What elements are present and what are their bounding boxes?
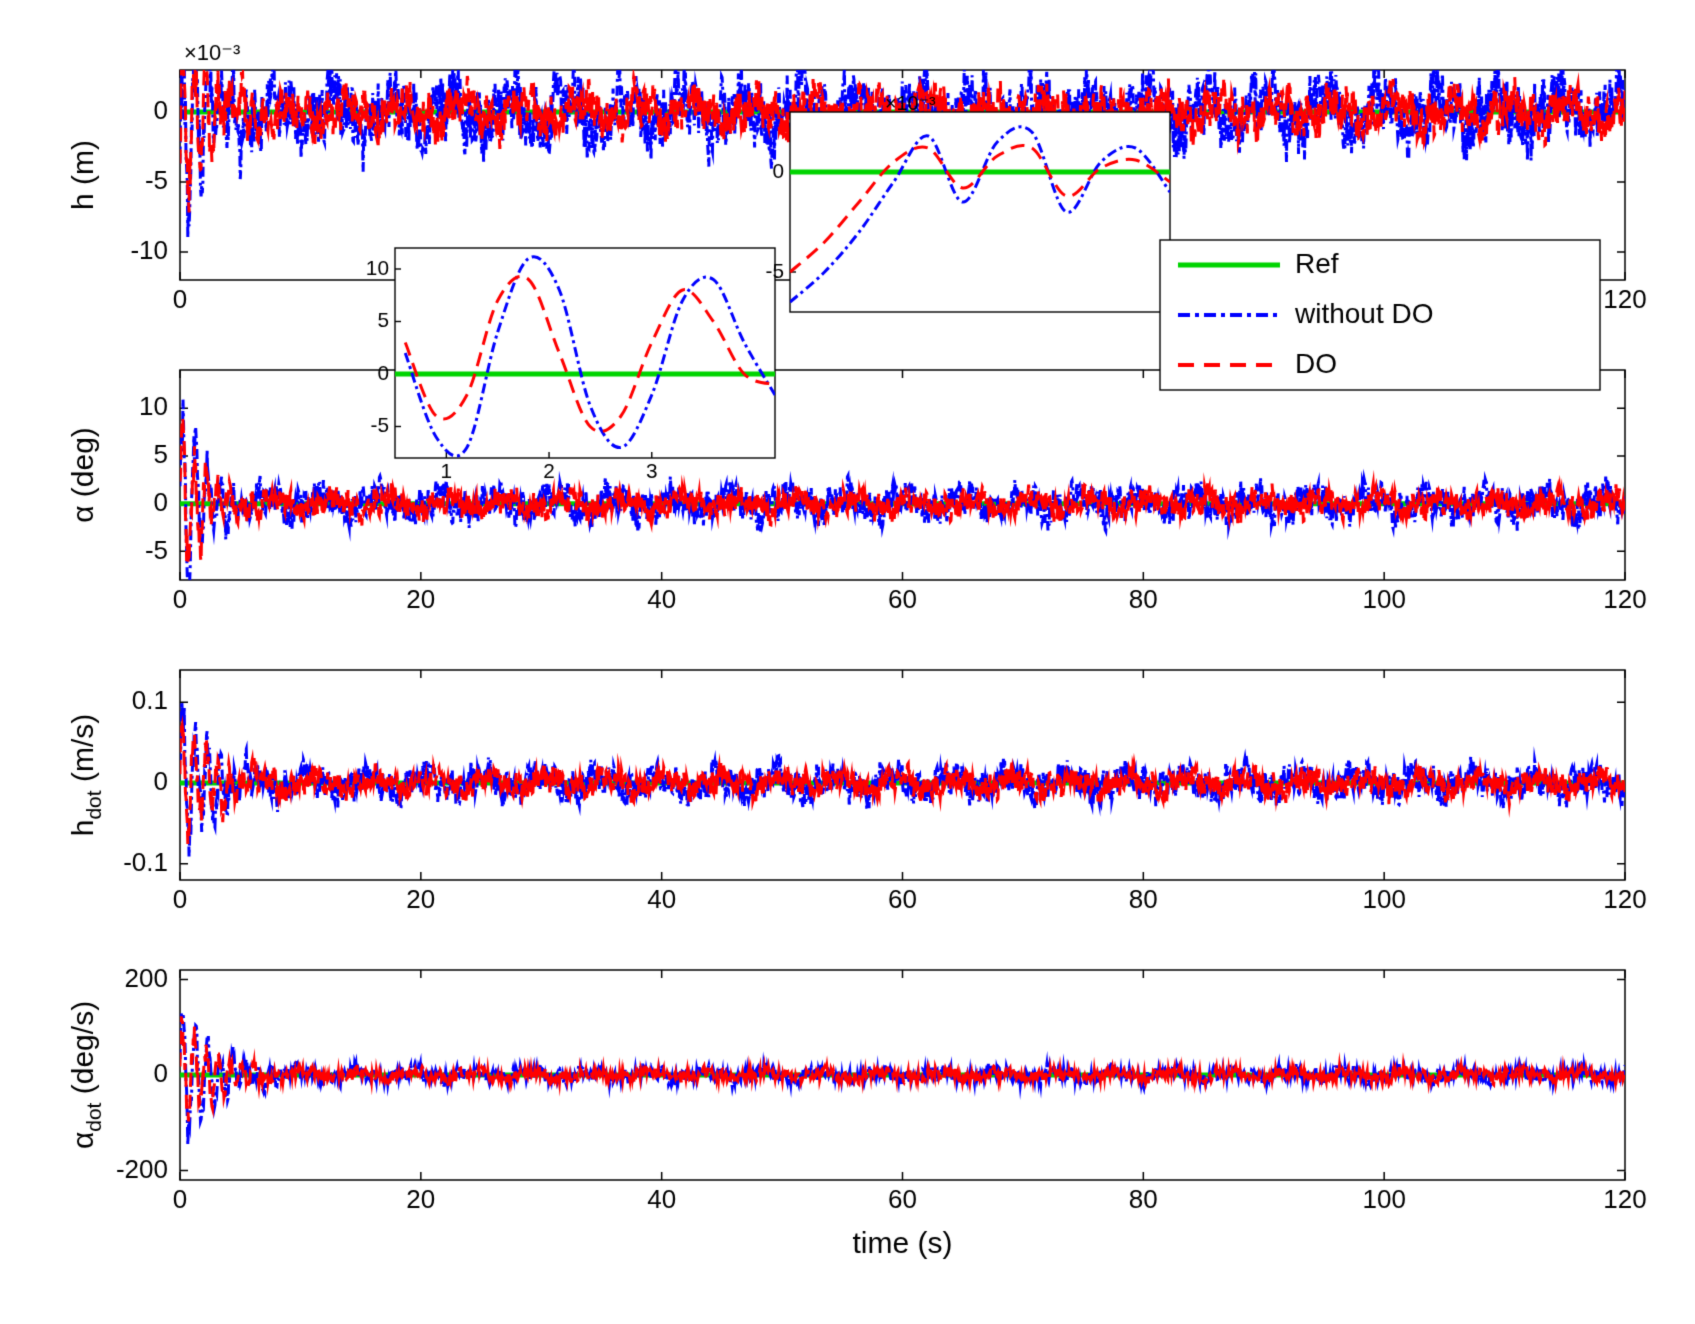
plot-canvas [0,0,1695,1324]
figure-container [0,0,1695,1324]
